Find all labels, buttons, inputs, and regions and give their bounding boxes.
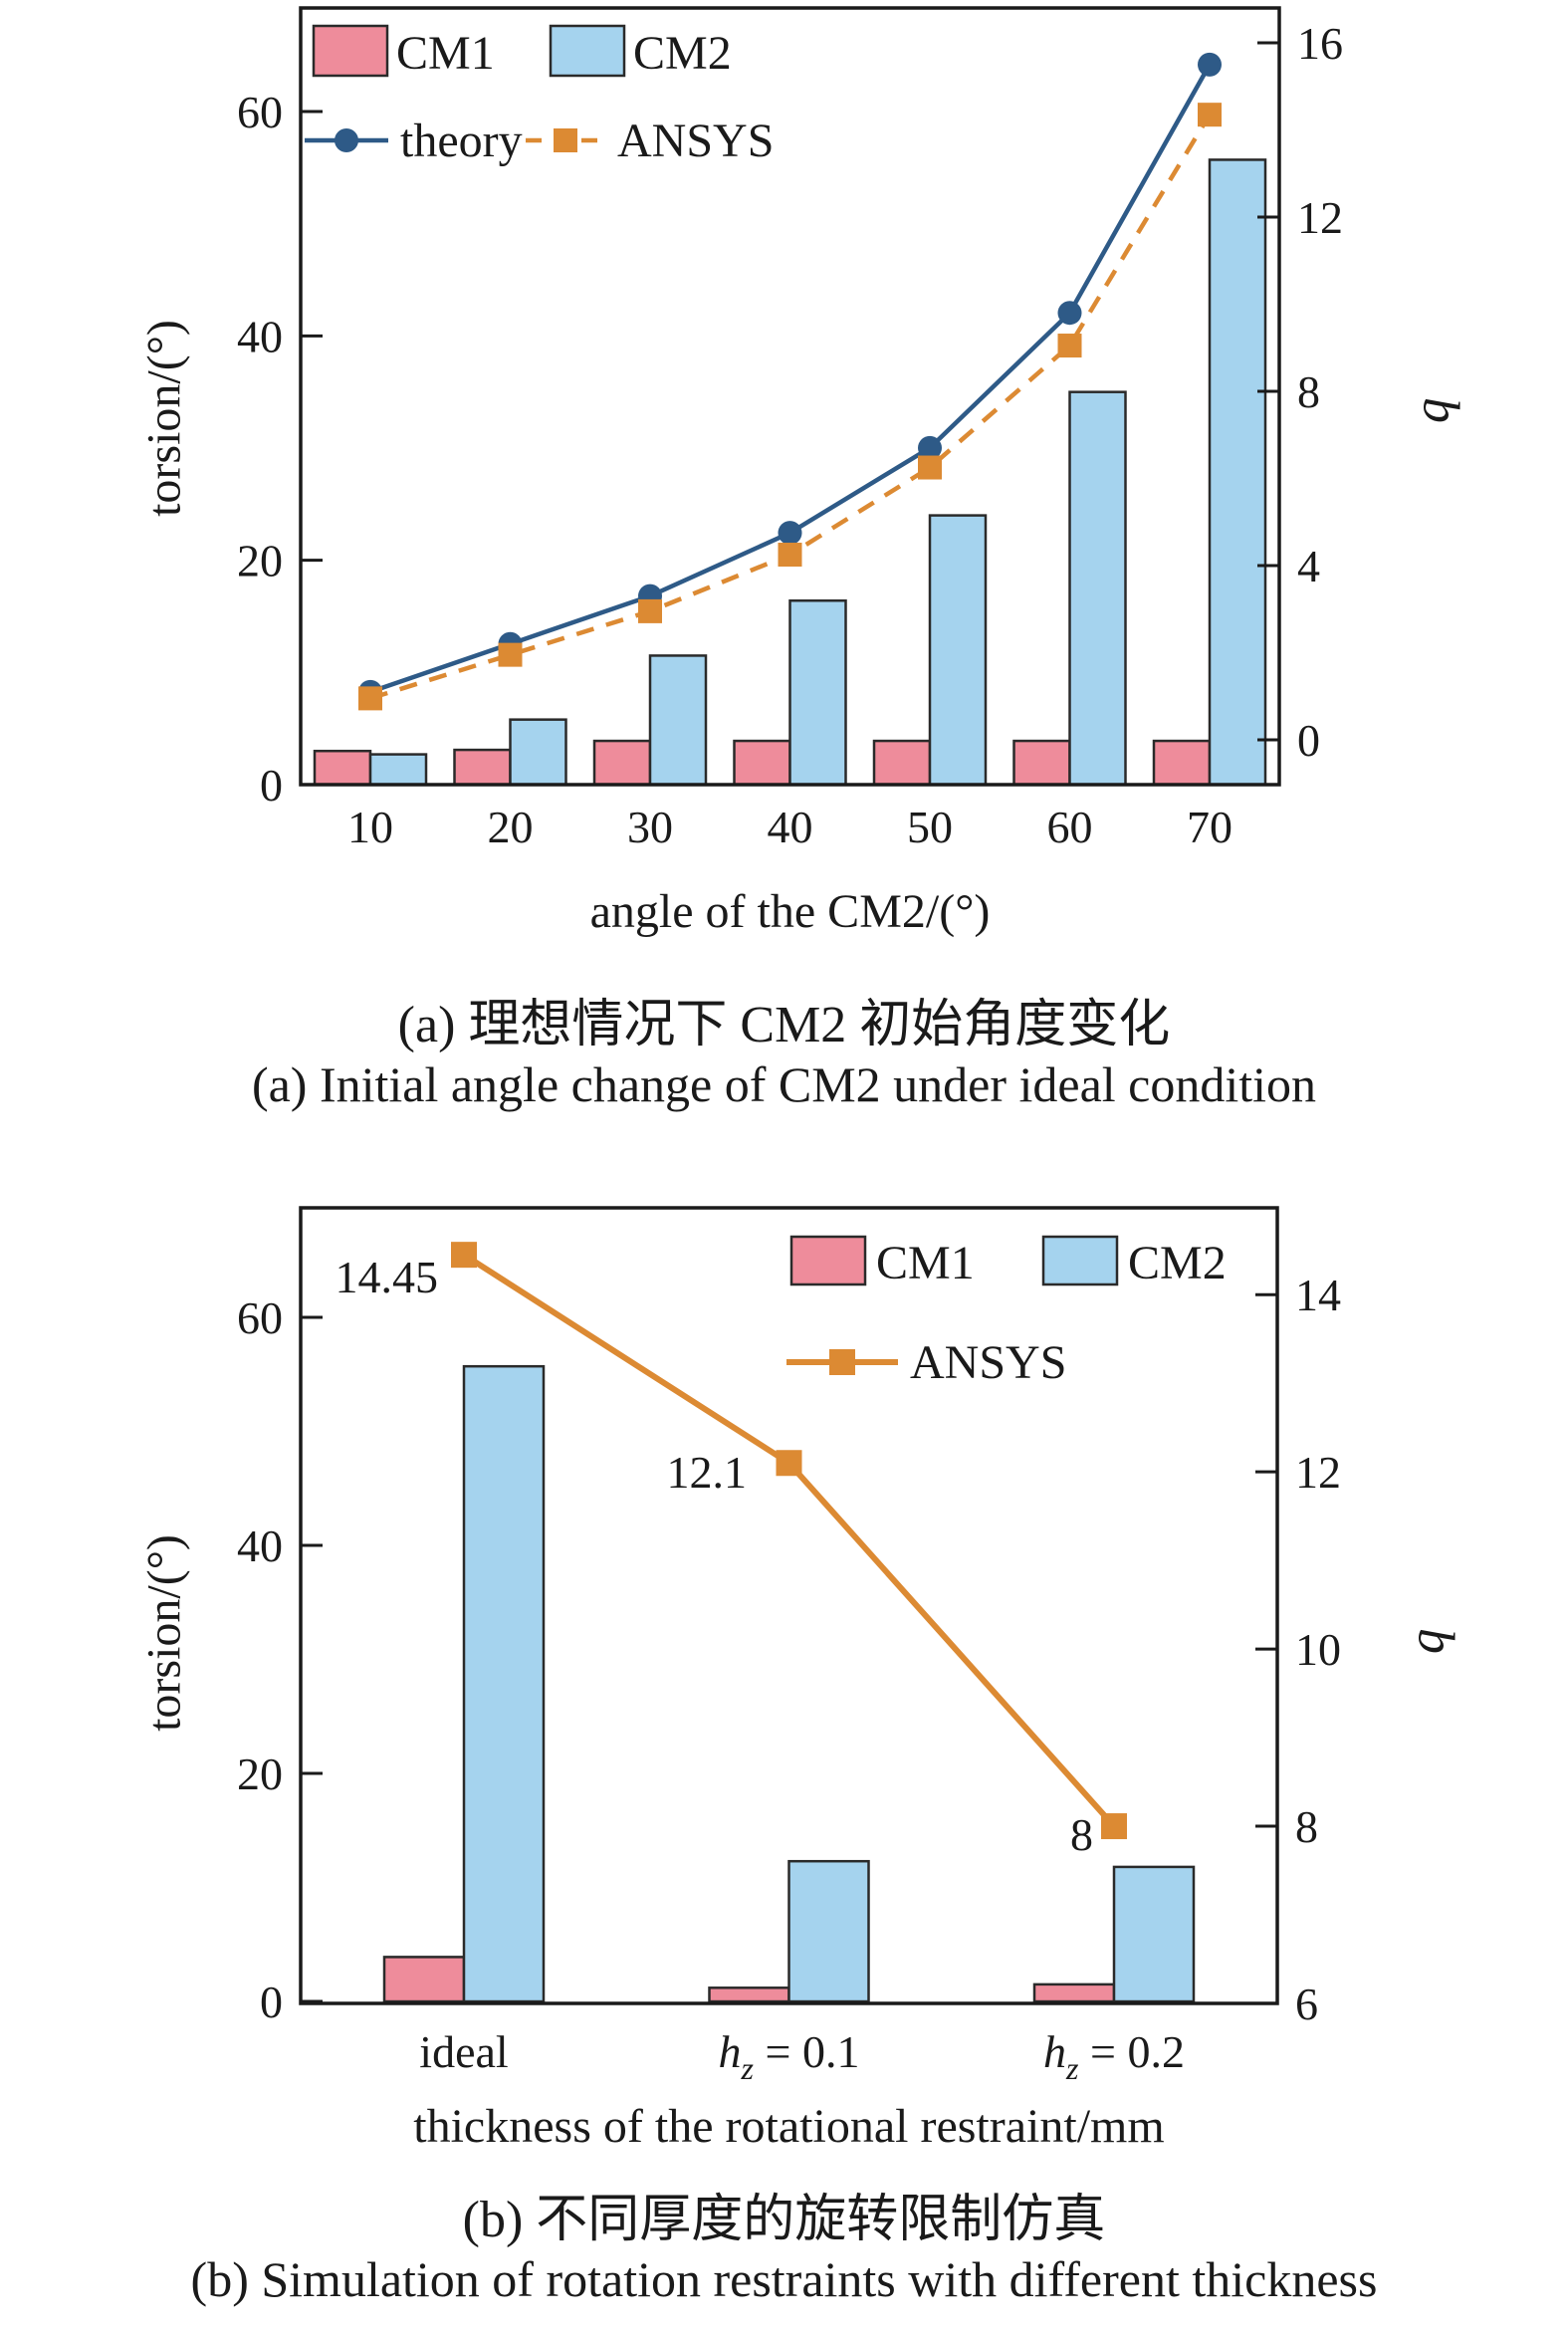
bar-cm2-6: [1208, 158, 1267, 787]
caption-a-chinese: (a) 理想情况下 CM2 初始角度变化: [397, 997, 1171, 1053]
marker-theory: [918, 435, 942, 460]
legend-label-ansys: ANSYS: [617, 115, 774, 167]
chart-a-right-axis-title: b: [1412, 397, 1469, 423]
caption-b-english: (b) Simulation of rotation restraints wi…: [190, 2251, 1378, 2307]
left-axis-tick-label: 40: [237, 311, 283, 361]
chart-b-right-axis-title: b: [1407, 1628, 1464, 1654]
plot-frame: [299, 6, 1281, 787]
caption-b-chinese: (b) 不同厚度的旋转限制仿真: [462, 2192, 1106, 2248]
left-axis-tick-label: 20: [237, 1749, 283, 1799]
marker-ansys: [498, 642, 523, 667]
legend-label-ansys: ANSYS: [910, 1336, 1066, 1389]
plot-frame: [299, 1206, 1279, 2005]
right-axis-tick-label: 8: [1297, 366, 1320, 417]
bar-cm1-2: [592, 739, 652, 787]
marker-theory: [1198, 52, 1222, 77]
x-category-label: hz = 0.2: [1043, 2026, 1185, 2086]
bar-cm1-0: [382, 1956, 466, 2003]
bar-cm2-2: [1112, 1865, 1196, 2003]
bar-cm1-5: [1012, 739, 1071, 787]
bar-cm1-3: [733, 739, 791, 787]
chart-a-x-axis-title: angle of the CM2/(°): [589, 885, 991, 938]
right-axis-tick-label: 12: [1297, 192, 1343, 243]
x-category-label: 30: [627, 802, 673, 852]
marker-theory: [778, 521, 802, 546]
right-axis-tick-label: 12: [1295, 1447, 1341, 1498]
left-axis-tick-label: 60: [237, 87, 283, 137]
point-label: 12.1: [667, 1447, 748, 1498]
bar-cm2-0: [462, 1364, 546, 2003]
x-category-label: 10: [347, 802, 393, 852]
right-axis-tick-label: 10: [1295, 1624, 1341, 1675]
legend-label-cm1: CM1: [876, 1237, 975, 1289]
right-axis-tick-label: 6: [1295, 1979, 1318, 2029]
bar-cm1-2: [1032, 1983, 1116, 2003]
marker-ansys: [451, 1242, 477, 1269]
legend-label-cm2: CM2: [633, 27, 732, 80]
bar-cm2-1: [509, 718, 567, 787]
left-axis-tick-label: 40: [237, 1520, 283, 1571]
chart-b-left-axis-title: torsion/(°): [137, 1534, 191, 1732]
bar-cm1-0: [313, 749, 372, 787]
marker-ansys: [358, 686, 382, 711]
legend-label-cm1: CM1: [396, 27, 495, 80]
bar-cm2-1: [787, 1859, 870, 2003]
x-category-label: 40: [768, 802, 813, 852]
x-category-label: 60: [1047, 802, 1093, 852]
bar-cm2-0: [368, 753, 428, 787]
bar-cm2-5: [1068, 390, 1127, 787]
marker-ansys: [778, 543, 802, 568]
left-axis-tick-label: 0: [260, 1977, 283, 2027]
legend-label-theory: theory: [400, 115, 523, 167]
point-label: 8: [1070, 1809, 1093, 1860]
chart-b-svg: 0 20 40 60 6 8 10 12 14 ideal hz = 0.1 hz = 0.2 14.4…: [237, 1206, 1341, 2086]
legend-swatch-cm1: [312, 24, 389, 78]
marker-theory: [1057, 301, 1082, 326]
marker-ansys: [638, 598, 662, 623]
legend-marker-ansys: [829, 1349, 855, 1375]
marker-ansys: [918, 455, 942, 480]
point-label: 14.45: [336, 1252, 439, 1302]
x-category-label: 70: [1187, 802, 1232, 852]
caption-a-english: (a) Initial angle change of CM2 under id…: [251, 1056, 1317, 1112]
chart-b-x-axis-title: thickness of the rotational restraint/mm: [413, 2100, 1165, 2153]
left-axis-tick-label: 60: [237, 1292, 283, 1343]
x-category-label: 50: [907, 802, 953, 852]
x-category-label: hz = 0.1: [719, 2026, 860, 2086]
bar-cm2-4: [928, 514, 988, 787]
right-axis-tick-label: 4: [1297, 541, 1320, 591]
marker-ansys: [776, 1450, 802, 1477]
chart-a-svg: 0 20 40 60 0 4 8 12 16 10 20 30 40 50 60 70 CM1 CM2 theory…: [237, 6, 1343, 852]
bar-cm2-2: [648, 654, 708, 787]
bar-cm2-3: [788, 598, 847, 787]
marker-ansys: [1101, 1813, 1127, 1840]
legend-label-cm2: CM2: [1128, 1237, 1227, 1289]
right-axis-tick-label: 8: [1295, 1801, 1318, 1852]
chart-a-left-axis-title: torsion/(°): [137, 320, 191, 517]
legend-marker-theory: [335, 128, 358, 152]
right-axis-tick-label: 16: [1297, 18, 1343, 69]
legend-swatch-cm1: [789, 1235, 867, 1286]
left-axis-tick-label: 20: [237, 536, 283, 586]
x-category-label: ideal: [419, 2026, 508, 2077]
legend-marker-ansys: [554, 128, 577, 152]
x-category-label: 20: [488, 802, 534, 852]
bar-cm1-6: [1152, 739, 1212, 787]
right-axis-tick-label: 0: [1297, 715, 1320, 766]
marker-ansys: [1057, 334, 1082, 358]
bar-cm1-4: [872, 739, 932, 787]
bar-cm1-1: [453, 748, 512, 787]
right-axis-tick-label: 14: [1295, 1270, 1341, 1320]
marker-ansys: [1198, 103, 1222, 127]
bar-cm1-1: [708, 1986, 790, 2003]
legend-swatch-cm2: [549, 24, 626, 78]
legend-swatch-cm2: [1041, 1235, 1119, 1286]
left-axis-tick-label: 0: [260, 760, 283, 811]
